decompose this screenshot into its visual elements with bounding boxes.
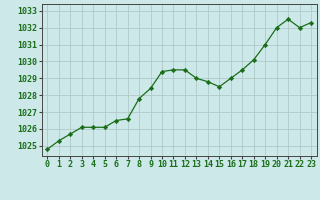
Text: Graphe pression niveau de la mer (hPa): Graphe pression niveau de la mer (hPa) (41, 182, 279, 192)
